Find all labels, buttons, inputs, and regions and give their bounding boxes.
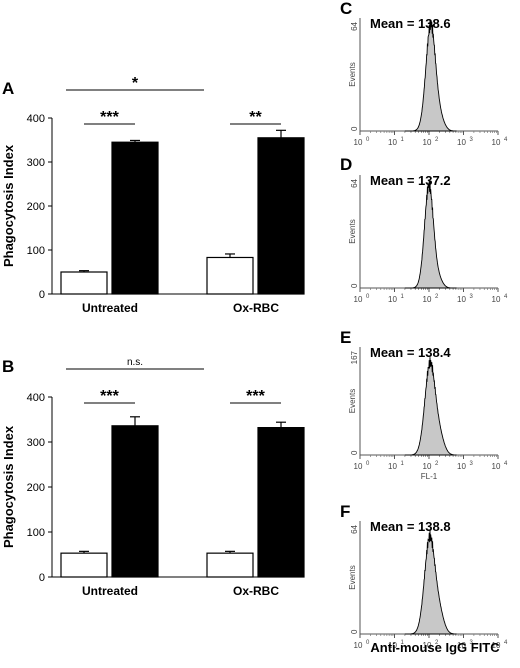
panel-e-x-tick-exponent: 4 [504,461,508,467]
panel-a-y-label: Phagocytosis Index [1,144,16,267]
panel-b-category-label: Ox-RBC [233,584,279,598]
panel-a-category-label: Untreated [82,301,138,315]
panel-b-y-label: Phagocytosis Index [1,425,16,548]
panel-c-x-tick-exponent: 1 [401,137,405,143]
panel-a-bar [257,137,305,295]
panel-a-sig-label: ** [249,109,262,126]
panel-c-x-tick-label: 10 [354,138,363,147]
panel-f-y-tick-max: 64 [350,524,359,533]
panel-c-x-tick-exponent: 3 [470,137,474,143]
panel-f-x-tick-exponent: 0 [366,640,370,646]
panel-d-x-tick-label: 10 [492,295,501,304]
panel-c-y-tick-zero: 0 [350,126,359,131]
panel-f-histogram-area [404,530,457,635]
panel-a-category-label: Ox-RBC [233,301,279,315]
panel-a-y-tick-label: 300 [27,157,45,169]
panel-f-x-tick-label: 10 [457,641,466,650]
panel-b-sig-label-across: n.s. [127,357,143,368]
panel-c-y-tick-max: 64 [350,21,359,30]
panel-d-x-tick-label: 10 [354,295,363,304]
panel-c-histogram-area [404,19,457,132]
panel-e-x-tick-label: 10 [388,462,397,471]
panel-b-y-tick-label: 300 [27,437,45,449]
panel-a-y-tick-label: 100 [27,245,45,257]
panel-c-x-tick-label: 10 [423,138,432,147]
panel-c-letter: C [340,0,352,18]
panel-e-mean-label: Mean = 138.4 [370,345,451,360]
panel-b-letter: B [2,357,14,376]
panel-f-x-tick-exponent: 3 [470,640,474,646]
panel-b-bar [257,427,305,578]
panel-e-x-tick-exponent: 3 [470,461,474,467]
panel-f-mean-label: Mean = 138.8 [370,519,451,534]
panel-e-x-tick-label: 10 [423,462,432,471]
panel-a-sig-label: *** [100,109,119,126]
panel-f-y-label: Events [348,565,357,589]
panel-d-histogram-area [404,180,457,289]
panel-d-y-tick-zero: 0 [350,283,359,288]
panel-d-x-tick-exponent: 2 [435,294,439,300]
panel-c-x-tick-label: 10 [388,138,397,147]
panel-d-x-tick-label: 10 [388,295,397,304]
panel-d-mean-label: Mean = 137.2 [370,173,451,188]
panel-b-bar [111,425,159,578]
panel-d-y-tick-max: 64 [350,178,359,187]
panel-e-x-label: FL-1 [421,472,438,481]
panel-f-letter: F [340,502,350,521]
panel-b-y-tick-label: 200 [27,482,45,494]
panel-c-x-tick-label: 10 [492,138,501,147]
panel-f-x-tick-label: 10 [423,641,432,650]
panel-b-y-tick-label: 100 [27,527,45,539]
panel-e-y-label: Events [348,389,357,413]
panel-b-y-tick-label: 400 [27,392,45,404]
panel-e-x-tick-exponent: 1 [401,461,405,467]
panel-e-y-tick-max: 167 [350,350,359,364]
panel-b-bar [206,552,254,578]
panel-f-x-tick-exponent: 1 [401,640,405,646]
panel-a-letter: A [2,79,14,98]
panel-d-x-tick-exponent: 1 [401,294,405,300]
panel-c-y-label: Events [348,62,357,86]
panel-d-x-tick-exponent: 0 [366,294,370,300]
panel-d-x-tick-label: 10 [423,295,432,304]
panel-c-mean-label: Mean = 138.6 [370,16,451,31]
panel-d-x-tick-exponent: 3 [470,294,474,300]
panel-f-y-tick-zero: 0 [350,629,359,634]
panel-e-letter: E [340,328,351,347]
panel-f-x-tick-exponent: 4 [504,640,508,646]
panel-d-x-tick-label: 10 [457,295,466,304]
panel-d-letter: D [340,155,352,174]
panel-f-x-tick-label: 10 [388,641,397,650]
panel-f-x-tick-label: 10 [492,641,501,650]
panel-c-x-tick-exponent: 2 [435,137,439,143]
panel-e-x-tick-label: 10 [354,462,363,471]
panel-e-x-tick-exponent: 0 [366,461,370,467]
panel-a-bar [60,271,108,295]
panel-e-x-tick-label: 10 [457,462,466,471]
panel-a-bar [111,141,159,295]
panel-b-category-label: Untreated [82,584,138,598]
panel-b-sig-label: *** [100,388,119,405]
panel-a-y-tick-label: 200 [27,201,45,213]
panel-c-x-tick-exponent: 4 [504,137,508,143]
panel-c-x-tick-label: 10 [457,138,466,147]
panel-d-x-tick-exponent: 4 [504,294,508,300]
panel-b-y-tick-label: 0 [39,572,45,584]
panel-a-y-tick-label: 0 [39,289,45,301]
panel-a-y-tick-label: 400 [27,113,45,125]
panel-e-x-tick-label: 10 [492,462,501,471]
x-axis-title: Anti-mouse IgG FITC [370,640,500,655]
panel-a-bar [206,256,254,295]
panel-e-x-tick-exponent: 2 [435,461,439,467]
panel-b-bar [60,552,108,578]
panel-a-sig-label-across: * [132,75,139,92]
panel-e-histogram-area [404,357,457,456]
panel-b-sig-label: *** [246,388,265,405]
panel-d-y-label: Events [348,219,357,243]
panel-e-y-tick-zero: 0 [350,450,359,455]
panel-c-x-tick-exponent: 0 [366,137,370,143]
panel-f-x-tick-exponent: 2 [435,640,439,646]
panel-f-x-tick-label: 10 [354,641,363,650]
